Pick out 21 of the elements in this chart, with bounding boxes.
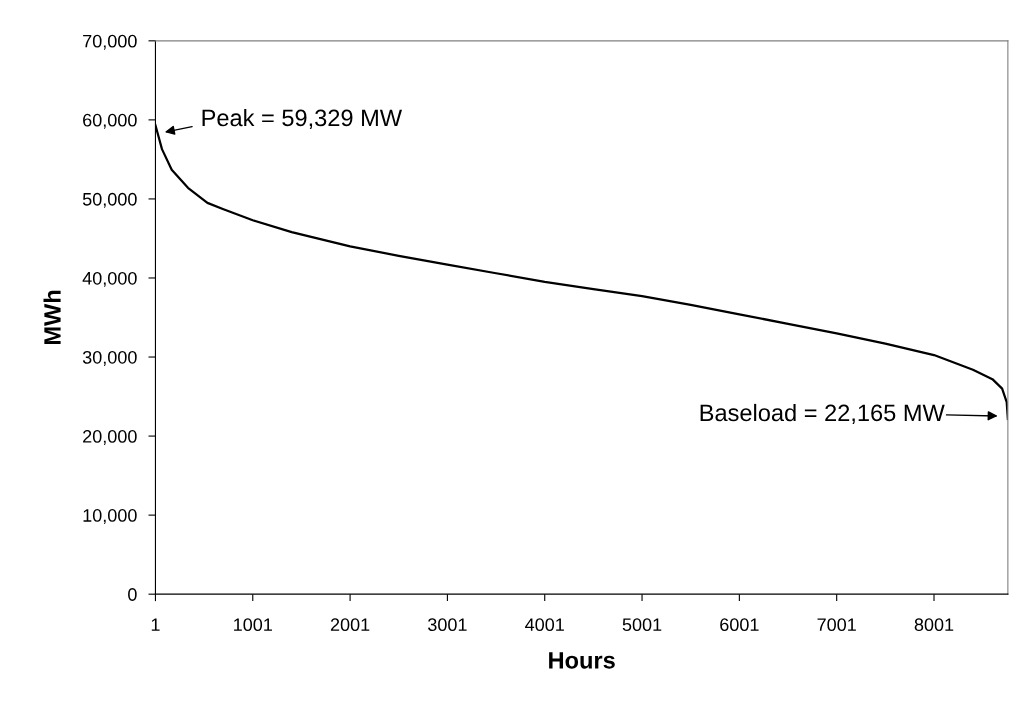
x-tick-label: 6001 [720,618,759,632]
annotation: Baseload = 22,165 MW [700,403,945,425]
x-tick-label: 8001 [914,618,954,632]
x-tick-label: 5001 [622,618,662,632]
y-tick-label: 60,000 [83,113,137,129]
y-tick-label: 50,000 [82,192,137,208]
y-tick-label: 40,000 [82,271,137,287]
x-tick-label: 1001 [234,618,272,632]
x-tick-label: 4001 [525,618,564,632]
y-tick-label: 20,000 [83,430,137,445]
x-tick-label: 1 [151,618,160,631]
y-tick-label: 70,000 [83,34,137,50]
annotation: Peak = 59,329 MW [202,108,402,130]
y-axis-title: MWh [43,290,61,345]
y-tick-label: 30,000 [82,350,137,366]
y-tick-label: 0 [128,588,137,601]
y-tick-label: 10,000 [83,509,137,524]
x-axis-title: Hours [549,652,615,669]
x-tick-label: 7001 [817,618,856,632]
x-tick-label: 2001 [330,618,370,632]
x-tick-label: 3001 [428,618,467,632]
